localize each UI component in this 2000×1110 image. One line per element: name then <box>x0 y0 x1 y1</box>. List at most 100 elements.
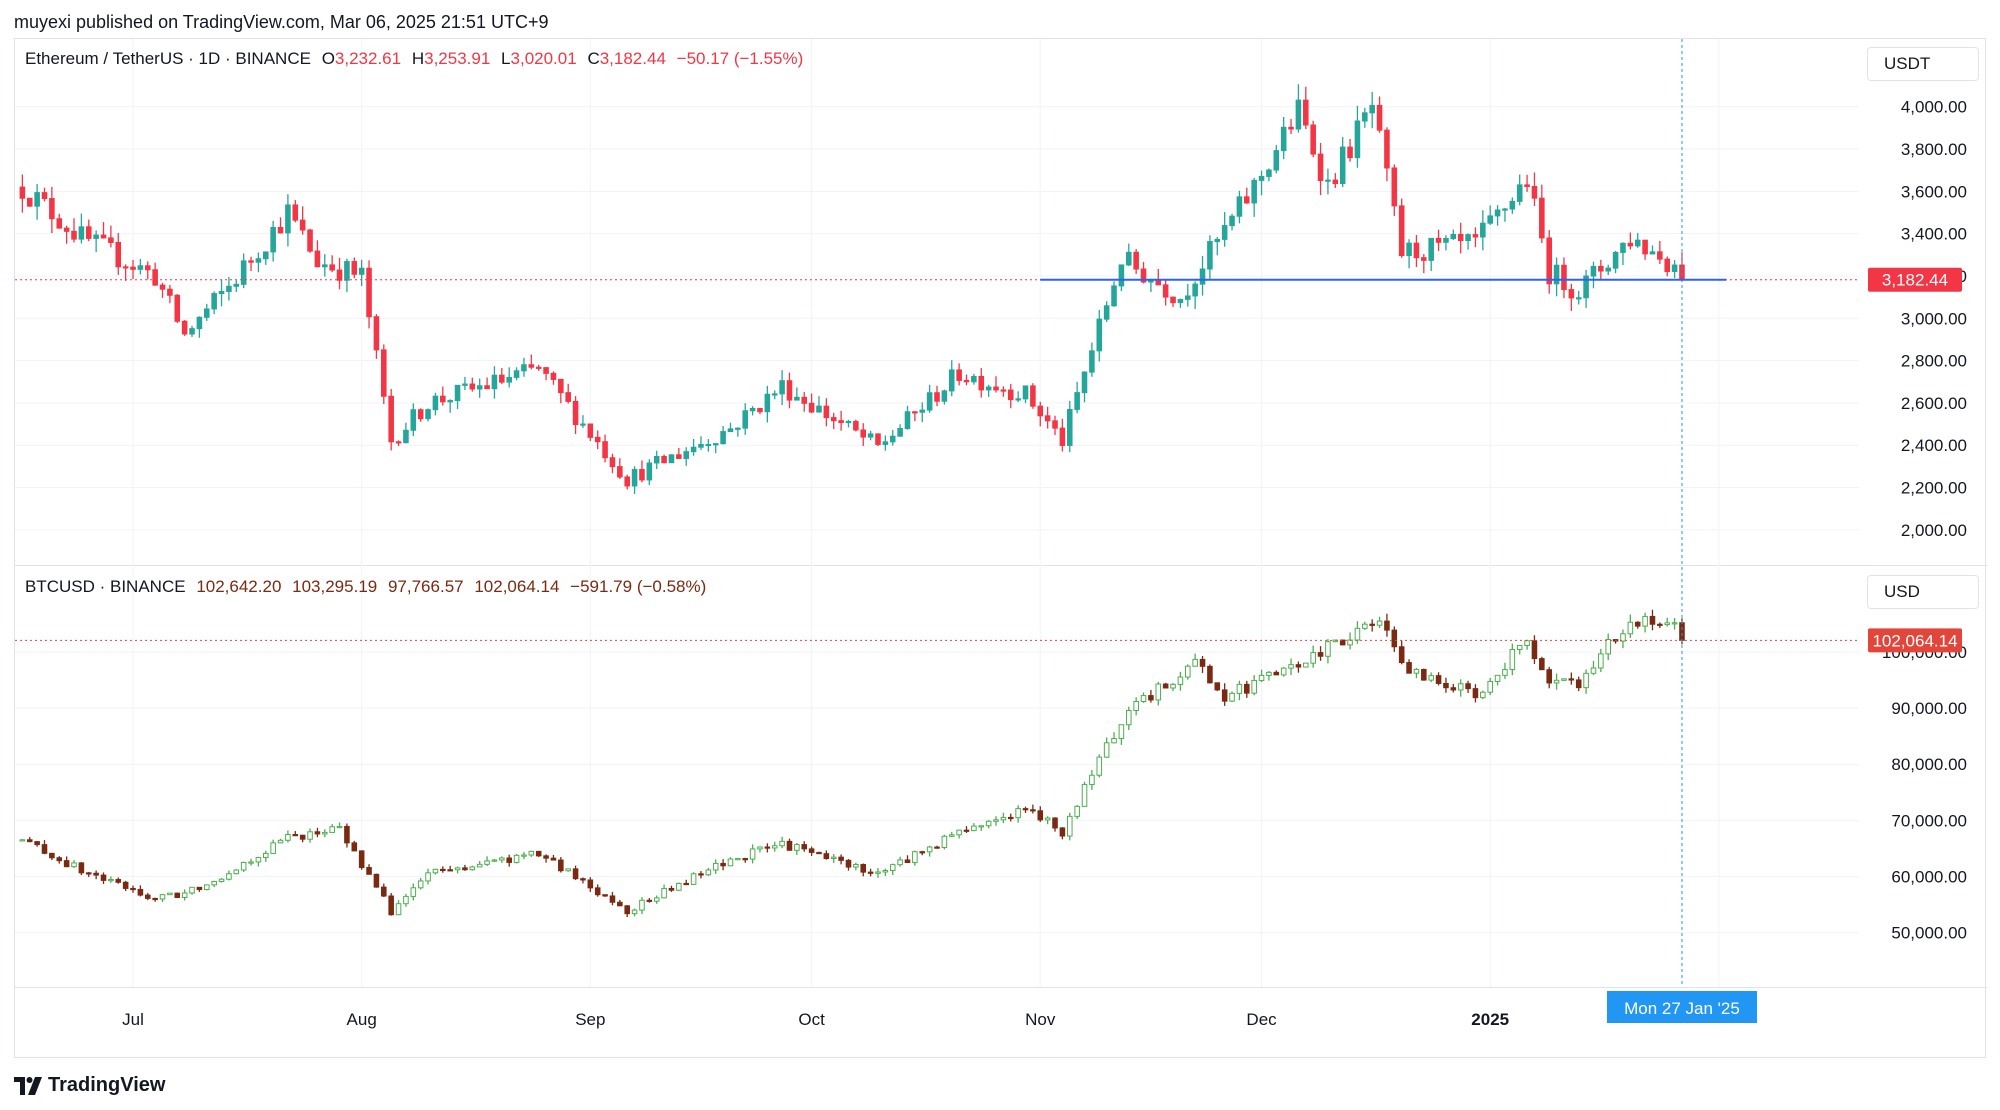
candle-down <box>1561 257 1567 299</box>
candle-body <box>1303 662 1309 668</box>
candle-down <box>823 398 830 427</box>
candle-body <box>93 872 99 876</box>
candle-up <box>1325 168 1331 195</box>
candle-body <box>1620 242 1626 253</box>
candle-down <box>646 898 653 903</box>
time-axis[interactable]: Jul Aug Sep Oct Nov Dec 2025 Mon 27 Jan '25 <box>15 987 1987 1059</box>
candle-body <box>366 267 372 318</box>
candle-body <box>417 880 424 889</box>
candle-body <box>1421 668 1427 681</box>
candle-down <box>963 374 970 386</box>
candle-body <box>1199 658 1206 667</box>
candle-body <box>963 379 970 383</box>
candle-down <box>934 385 940 407</box>
candle-body <box>1266 671 1272 676</box>
candle-body <box>742 410 749 429</box>
candle-up <box>580 415 586 428</box>
candle-down <box>49 186 55 234</box>
candle-down <box>34 841 40 847</box>
candle-body <box>144 265 151 271</box>
candle-down <box>277 217 284 234</box>
candle-down <box>1369 619 1375 632</box>
candle-up <box>233 869 240 875</box>
candle-up <box>322 254 328 277</box>
candle-body <box>1568 289 1575 299</box>
candle-body <box>292 834 299 837</box>
candle-body <box>1413 668 1420 674</box>
candle-down <box>292 200 299 223</box>
candle-body <box>41 192 48 200</box>
candle-body <box>358 850 365 869</box>
candle-down <box>1044 406 1051 429</box>
candle-body <box>1170 296 1176 304</box>
eth-plot[interactable]: 4,000.003,800.003,600.003,400.003,200.00… <box>15 39 1987 566</box>
candle-body <box>978 375 985 391</box>
candle-body <box>1509 200 1516 210</box>
eth-pane[interactable]: 4,000.003,800.003,600.003,400.003,200.00… <box>15 39 1987 566</box>
candle-body <box>712 862 719 871</box>
candle-up <box>462 376 468 391</box>
candle-up <box>1273 145 1280 174</box>
candle-up <box>1369 91 1375 129</box>
candle-up <box>1509 197 1516 214</box>
candle-up <box>1192 281 1198 309</box>
tradingview-brand[interactable]: TradingView <box>14 1074 165 1097</box>
candle-up <box>417 878 424 890</box>
candle-body <box>1634 239 1641 247</box>
candle-body <box>277 839 284 844</box>
candle-body <box>926 392 933 411</box>
candle-body <box>1148 695 1154 701</box>
btc-unit-selector[interactable]: USD <box>1867 575 1979 609</box>
candle-up <box>1450 229 1457 240</box>
btc-pane[interactable]: 100,000.00 90,000.00 80,000.00 70,000.00 60,… <box>15 567 1987 987</box>
eth-price-axis[interactable]: USDT <box>1859 39 1987 565</box>
candle-body <box>1457 683 1464 691</box>
candle-up <box>926 845 933 857</box>
candle-up <box>705 867 712 876</box>
candle-body <box>808 848 815 853</box>
candle-up <box>1553 673 1560 690</box>
candle-body <box>130 266 136 270</box>
candle-up <box>167 892 173 896</box>
candle-down <box>1007 383 1014 409</box>
crosshair-date-tag <box>1606 991 1757 1023</box>
candle-body <box>1118 724 1125 740</box>
candle-body <box>1502 669 1508 676</box>
btc-symbol-name[interactable]: BTCUSD · BINANCE <box>25 577 186 596</box>
candle-body <box>1354 627 1361 641</box>
candle-body <box>771 845 778 849</box>
btc-price-axis[interactable]: USD <box>1859 567 1987 987</box>
candle-body <box>1310 124 1316 155</box>
candle-up <box>218 279 225 307</box>
candle-down <box>395 440 402 447</box>
candle-body <box>771 393 778 396</box>
candle-down <box>683 879 690 886</box>
candle-body <box>1391 167 1398 207</box>
candle-down <box>1244 680 1250 698</box>
candle-up <box>749 844 756 864</box>
candle-body <box>572 400 579 426</box>
candle-body <box>373 873 380 888</box>
eth-open-value: 3,232.61 <box>334 49 402 68</box>
candle-body <box>867 871 874 874</box>
candle-body <box>1184 295 1191 300</box>
candle-up <box>1642 612 1648 633</box>
candle-down <box>1384 613 1390 637</box>
btc-plot[interactable]: 100,000.0090,000.0080,000.0070,000.0060,… <box>15 567 1987 987</box>
time-tick-label: Dec <box>1246 1010 1277 1029</box>
candle-body <box>395 903 402 916</box>
eth-unit-selector[interactable]: USDT <box>1867 47 1979 81</box>
candle-body <box>1502 208 1508 211</box>
eth-symbol-name[interactable]: Ethereum / TetherUS · 1D · BINANCE <box>25 49 311 68</box>
candle-body <box>1398 205 1405 257</box>
candle-down <box>786 372 793 409</box>
candle-body <box>144 894 151 899</box>
candle-body <box>1516 644 1523 651</box>
candle-up <box>137 259 144 275</box>
candle-down <box>1539 184 1545 244</box>
candle-up <box>794 387 800 401</box>
chart-frame[interactable]: 4,000.003,800.003,600.003,400.003,200.00… <box>14 38 1987 1059</box>
candle-up <box>735 858 741 861</box>
candle-down <box>1413 235 1420 268</box>
candle-down <box>1575 676 1582 692</box>
